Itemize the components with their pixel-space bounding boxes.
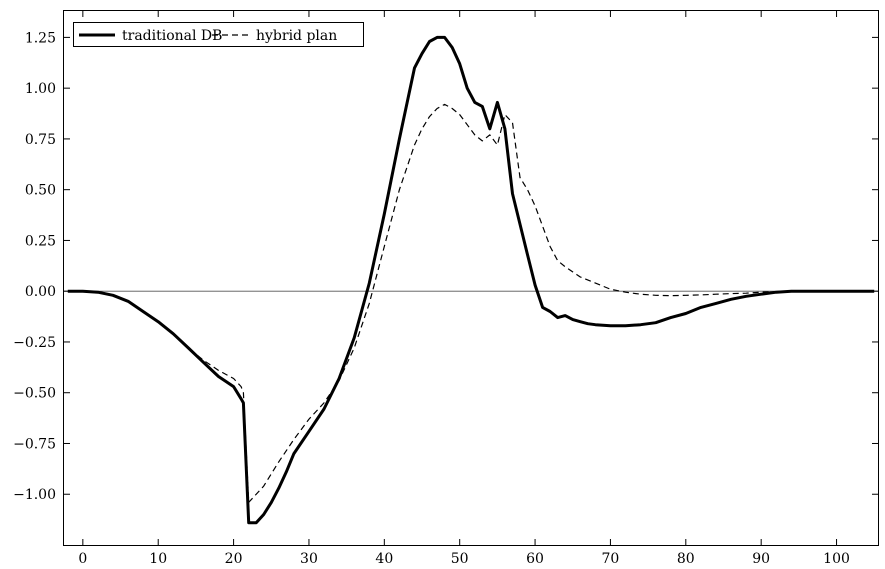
x-tick-label: 70 bbox=[602, 551, 620, 567]
series-line-hybrid-plan bbox=[67, 103, 875, 503]
legend-box bbox=[73, 22, 364, 47]
plot-frame bbox=[63, 10, 879, 546]
y-tick-label: −1.00 bbox=[13, 487, 56, 503]
series-line-traditional-db bbox=[67, 35, 875, 525]
y-tick-label: 0.50 bbox=[25, 183, 56, 199]
y-tick-label: 0.00 bbox=[25, 284, 56, 300]
y-tick-label: 0.75 bbox=[25, 132, 56, 148]
y-tick-label: 1.25 bbox=[25, 30, 56, 46]
x-tick-label: 20 bbox=[225, 551, 243, 567]
legend: traditional DB hybrid plan bbox=[73, 22, 364, 47]
axis-ticks: 0 10 20 30 40 50 60 70 80 90 100 1.25 1.00 0.75 0.50 0.… bbox=[13, 11, 878, 567]
y-tick-label: −0.25 bbox=[13, 335, 56, 351]
x-tick-label: 40 bbox=[375, 551, 393, 567]
x-tick-label: 100 bbox=[823, 551, 850, 567]
x-tick-label: 10 bbox=[149, 551, 167, 567]
legend-label-traditional-db: traditional DB bbox=[122, 28, 222, 44]
x-tick-label: 50 bbox=[451, 551, 469, 567]
x-tick-label: 0 bbox=[78, 551, 87, 567]
x-tick-label: 80 bbox=[677, 551, 695, 567]
x-tick-label: 30 bbox=[300, 551, 318, 567]
y-tick-label: 0.25 bbox=[25, 233, 56, 249]
y-tick-label: 1.00 bbox=[25, 81, 56, 97]
y-tick-label: −0.75 bbox=[13, 436, 56, 452]
series-layer bbox=[67, 35, 875, 525]
x-tick-label: 90 bbox=[752, 551, 770, 567]
y-tick-label: −0.50 bbox=[13, 386, 56, 402]
legend-label-hybrid-plan: hybrid plan bbox=[256, 28, 337, 44]
x-tick-label: 60 bbox=[526, 551, 544, 567]
